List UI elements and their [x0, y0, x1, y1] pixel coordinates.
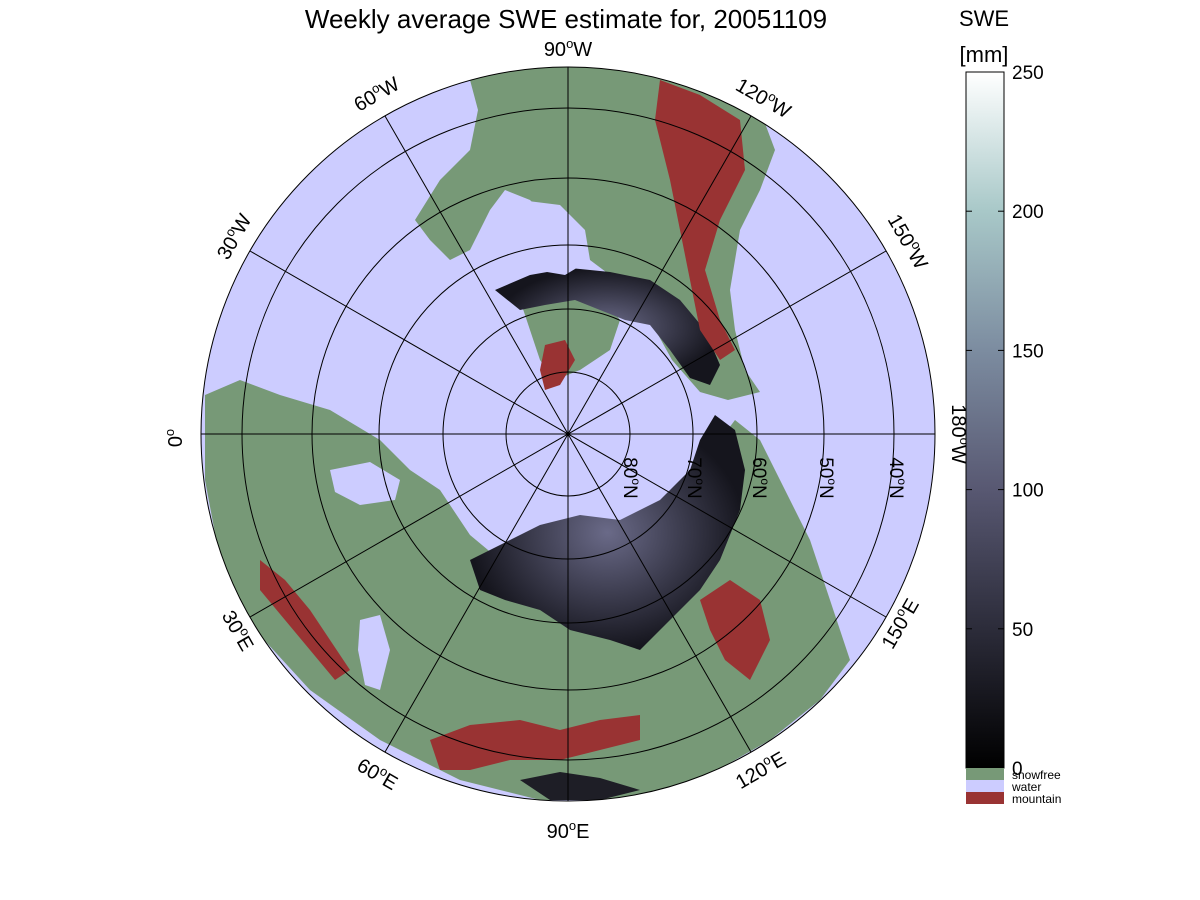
legend-swatch-water	[966, 780, 1004, 792]
latitude-labels: 80oN 70oN 60oN 50oN 40oN	[619, 457, 909, 499]
lon-label-180w: 180oW	[947, 404, 972, 464]
colorbar-tick-label: 0	[1012, 759, 1023, 780]
water-caspian	[358, 615, 390, 690]
lon-label-90w-deg: 90	[544, 39, 566, 61]
colorbar-title-line1: SWE	[959, 6, 1009, 31]
swe-snow-central-asia	[520, 772, 640, 800]
legend-label-mountain: mountain	[1012, 792, 1061, 806]
lat-label-70n-deg: 70	[683, 457, 704, 478]
degree-mark: o	[566, 36, 573, 51]
lat-label-50n-hemi: N	[815, 485, 836, 499]
lon-label-120e-hemi: E	[767, 748, 790, 774]
mountain-europe	[260, 560, 350, 680]
colorbar-title-line2: [mm]	[960, 42, 1009, 67]
mountain-himalaya	[430, 715, 640, 770]
lon-label-180w-hemi: W	[947, 445, 969, 464]
degree-mark: o	[569, 818, 576, 833]
lon-label-90e-hemi: E	[576, 821, 589, 843]
lon-label-90w-hemi: W	[573, 39, 592, 61]
legend-label-snowfree: snowfree	[1012, 768, 1061, 782]
colorbar-tick-label: 100	[1012, 481, 1044, 502]
colorbar-gradient	[965, 71, 1005, 769]
lat-label-70n-hemi: N	[683, 485, 704, 499]
lat-label-40n-hemi: N	[885, 485, 906, 499]
degree-mark: o	[758, 478, 772, 485]
lat-label-60n: 60oN	[748, 457, 772, 499]
degree-mark: o	[162, 429, 177, 436]
water-hudson-bay	[515, 200, 590, 275]
swe-snow-north-america	[495, 268, 720, 385]
lat-label-70n: 70oN	[683, 457, 707, 499]
graticule-meridians	[201, 67, 935, 801]
lat-label-50n-deg: 50	[815, 457, 836, 478]
colorbar-tick-label: 250	[1012, 63, 1044, 84]
lon-label-150w-hemi: W	[903, 246, 932, 273]
lat-label-80n-deg: 80	[619, 457, 640, 478]
lat-label-40n: 40oN	[885, 457, 909, 499]
colorbar-tick-label: 200	[1012, 202, 1044, 223]
map-title: Weekly average SWE estimate for, 2005110…	[304, 4, 828, 34]
lat-label-60n-deg: 60	[748, 457, 769, 478]
lon-label-90w: 90oW	[544, 36, 592, 61]
lat-label-40n-deg: 40	[885, 457, 906, 478]
degree-mark: o	[895, 478, 909, 485]
mountain-greenland	[540, 340, 575, 390]
mountain-east-asia	[700, 580, 770, 680]
lon-label-60w: 60oW	[349, 71, 403, 117]
lon-label-60w-hemi: W	[376, 73, 403, 102]
meridian-150w-30e	[249, 250, 887, 618]
lat-label-60n-hemi: N	[748, 485, 769, 499]
legend-swatch-mountain	[966, 792, 1004, 804]
degree-mark: o	[825, 478, 839, 485]
degree-mark: o	[957, 438, 972, 445]
legend-label-water: water	[1011, 780, 1041, 794]
lon-label-90e-deg: 90	[547, 821, 569, 843]
lon-label-0-deg: 0	[165, 436, 187, 447]
lat-label-80n: 80oN	[619, 457, 643, 499]
legend-swatch-snowfree	[966, 768, 1004, 780]
lon-label-30w-deg: 30	[213, 233, 243, 263]
colorbar-tick-label: 50	[1012, 620, 1033, 641]
lon-label-0: 0o	[162, 429, 187, 447]
degree-mark: o	[629, 478, 643, 485]
lon-label-90e: 90oE	[547, 818, 590, 843]
lon-label-60e-deg: 60	[353, 755, 383, 785]
mountain-rockies	[655, 80, 745, 360]
lon-label-120w-deg: 120	[732, 74, 772, 110]
colorbar-tick-label: 150	[1012, 341, 1044, 362]
lat-label-50n: 50oN	[815, 457, 839, 499]
degree-mark: o	[693, 478, 707, 485]
lon-label-180w-deg: 180	[947, 404, 969, 437]
swe-snow-siberia	[470, 415, 745, 650]
lon-label-60e: 60oE	[353, 752, 403, 795]
lon-label-30e-hemi: E	[232, 632, 258, 655]
lat-label-80n-hemi: N	[619, 485, 640, 499]
water-baltic	[330, 462, 400, 505]
